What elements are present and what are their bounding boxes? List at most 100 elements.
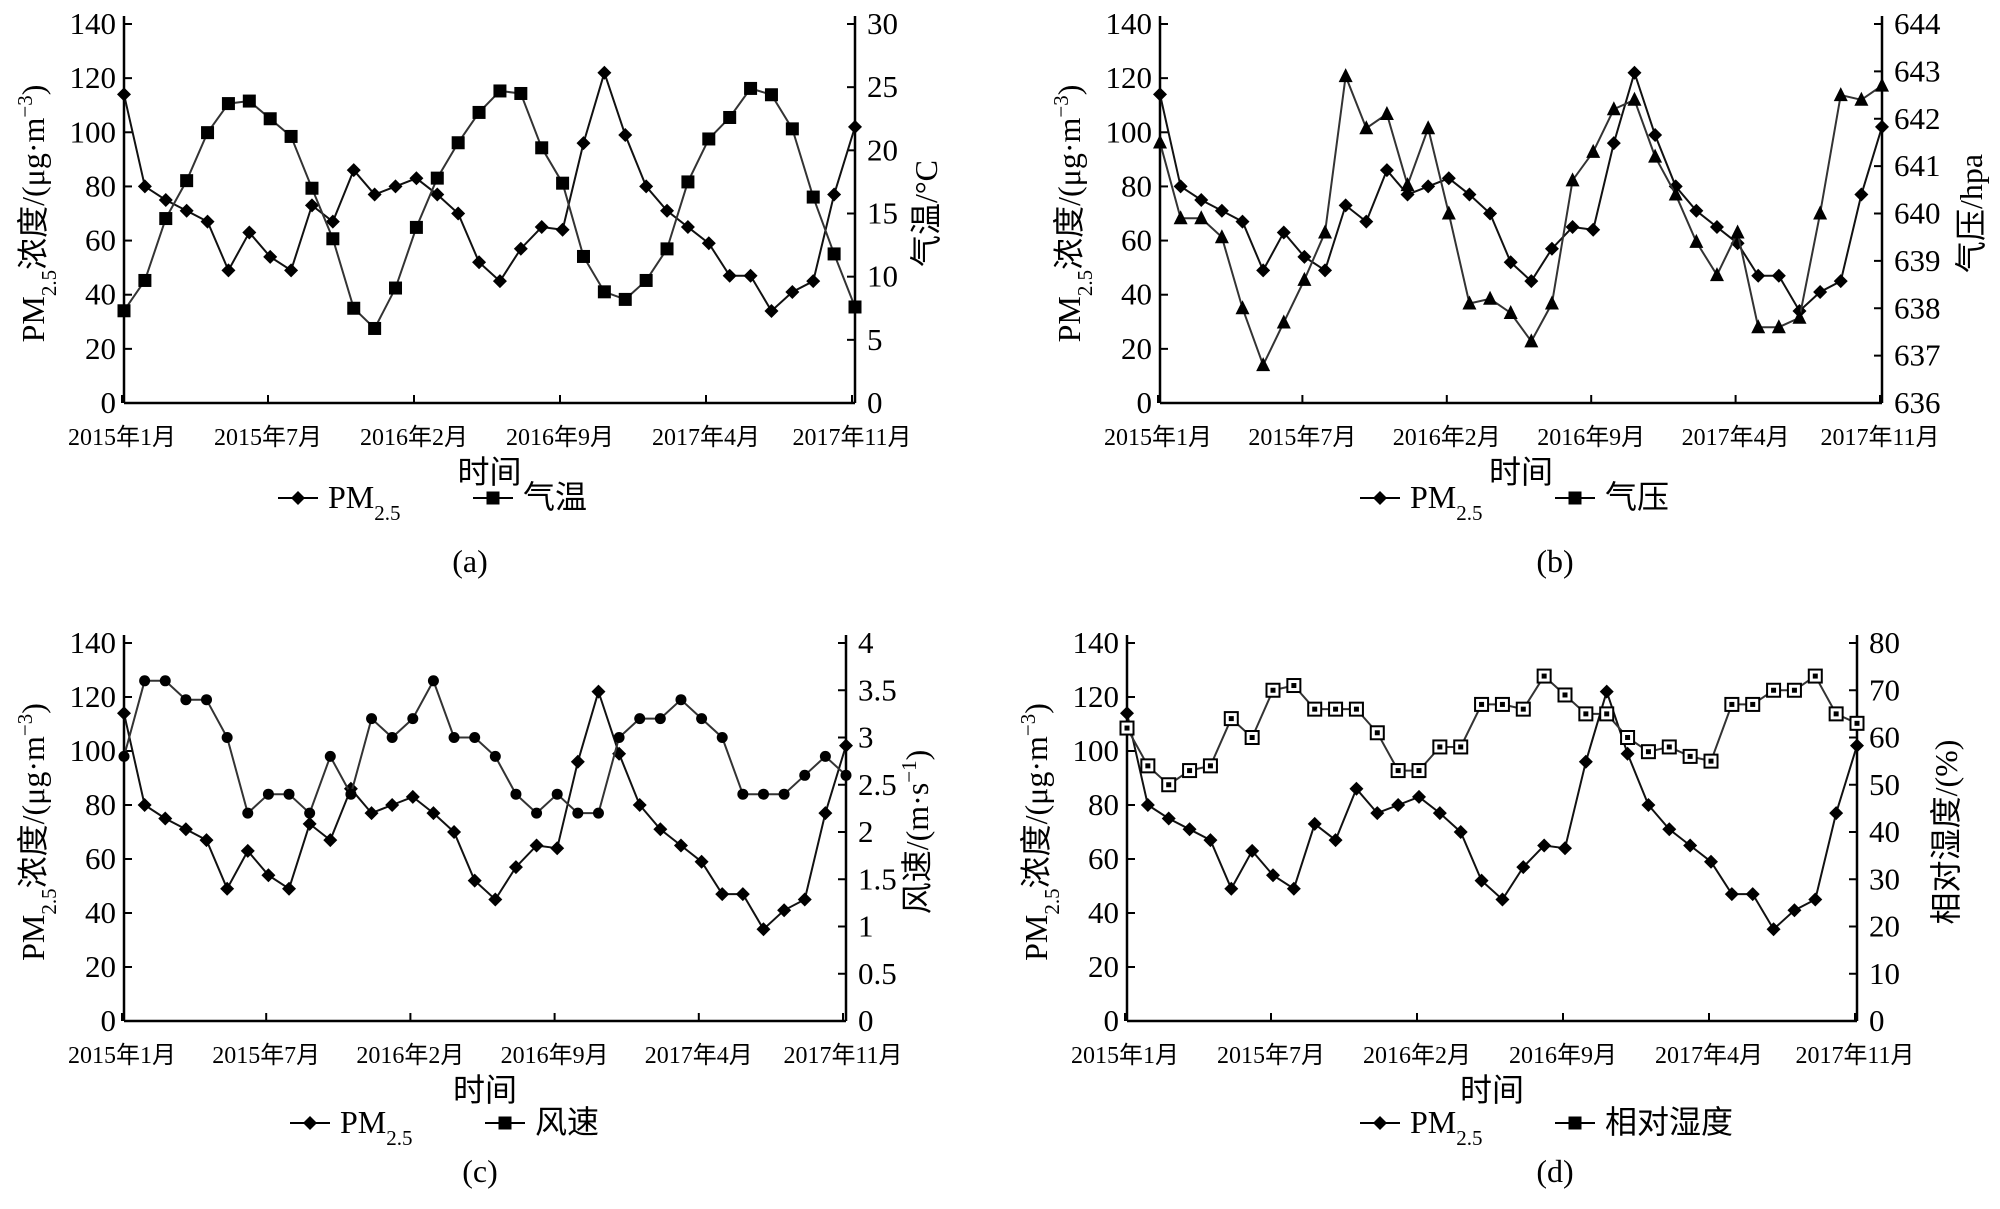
left-axis-title-part: −3	[1016, 714, 1040, 736]
x-axis-title: 时间	[1489, 454, 1553, 490]
legend-marker	[1568, 1116, 1582, 1130]
series-point-meteo	[1503, 304, 1518, 319]
left-tick-label: 40	[1088, 895, 1119, 930]
right-tick-label: 30	[1869, 861, 1900, 896]
series-point-meteo	[1730, 224, 1745, 239]
series-point-pm25	[1161, 811, 1176, 826]
series-point-pm25	[1379, 163, 1394, 178]
series-point-meteo	[1214, 229, 1229, 244]
series-point-meteo	[1235, 300, 1250, 315]
series-point-pm25	[304, 198, 319, 213]
right-axis-title-part: −1	[897, 760, 921, 782]
series-point-meteo	[556, 176, 570, 190]
left-axis-title: PM2.5浓度/(μg·m−3)	[13, 85, 61, 343]
series-point-pm25	[367, 187, 382, 202]
series-point-meteo-center	[1562, 692, 1568, 698]
series-point-pm25	[1586, 222, 1601, 237]
series-point-pm25	[1875, 119, 1889, 134]
series-point-meteo	[1256, 357, 1271, 372]
series-point-pm25	[200, 214, 215, 229]
series-point-pm25	[1709, 220, 1724, 235]
series-point-meteo	[262, 788, 274, 800]
right-tick-label: 10	[1869, 956, 1900, 991]
series-point-pm25	[282, 881, 297, 896]
left-tick-label: 120	[70, 60, 117, 95]
series-point-meteo-center	[1687, 753, 1693, 759]
right-tick-label: 5	[867, 322, 883, 357]
series-point-meteo	[757, 788, 769, 800]
series-point-meteo	[1854, 91, 1869, 106]
series-point-meteo-center	[1374, 730, 1380, 736]
series-point-meteo	[639, 273, 653, 287]
series-point-meteo	[221, 732, 233, 743]
series-point-pm25	[302, 816, 317, 831]
panel-caption: (c)	[462, 1153, 498, 1189]
series-point-pm25	[550, 841, 565, 856]
left-tick-label: 140	[70, 6, 117, 41]
panel-caption: (b)	[1536, 543, 1573, 579]
x-tick-label: 2017年4月	[1655, 1042, 1763, 1069]
series-point-meteo	[1400, 177, 1415, 192]
series-point-meteo	[764, 88, 778, 102]
left-tick-label: 140	[1073, 625, 1120, 660]
series-point-meteo	[451, 136, 465, 150]
left-tick-label: 0	[1137, 385, 1153, 420]
series-point-meteo	[535, 141, 549, 155]
series-point-pm25	[1245, 843, 1260, 858]
series-point-meteo-center	[1353, 706, 1359, 712]
series-point-pm25	[653, 822, 668, 837]
series-point-pm25	[1297, 249, 1312, 264]
right-tick-label: 639	[1894, 243, 1941, 278]
series-point-pm25	[743, 268, 758, 283]
legend-marker	[303, 1116, 317, 1130]
right-tick-label: 2	[858, 814, 874, 849]
x-tick-label: 2017年11月	[1820, 424, 1939, 451]
series-point-pm25	[1833, 274, 1848, 289]
series-point-meteo-center	[1249, 735, 1255, 740]
series-point-meteo	[305, 181, 319, 195]
legend-marker	[1373, 1116, 1387, 1130]
left-tick-label: 20	[1088, 949, 1119, 984]
series-point-meteo	[242, 807, 254, 819]
series-point-pm25	[785, 285, 800, 300]
series-point-pm25	[1787, 903, 1802, 918]
series-point-pm25	[1359, 214, 1374, 229]
left-axis-title-part: 浓度/(μg·m	[1018, 736, 1054, 888]
chart-panel-3: 0 20 40 60 80 100 120 140 0 0.5 1 1.5 2 2.5 3 3.5 4 2015年…	[13, 625, 935, 1189]
series-point-meteo	[180, 694, 192, 706]
legend-marker	[1568, 491, 1582, 505]
series-point-pm25	[827, 187, 842, 202]
series-point-meteo	[427, 675, 439, 687]
chart-panel-2: 0 20 40 60 80 100 120 140 636 637 638 639 640 641 642 6…	[1049, 6, 1989, 579]
series-point-pm25	[673, 838, 688, 853]
panel-caption: (a)	[452, 543, 488, 579]
right-tick-label: 15	[867, 196, 898, 231]
series-point-pm25	[1578, 754, 1593, 769]
series-point-meteo	[1751, 319, 1766, 334]
x-tick-label: 2017年11月	[783, 1042, 902, 1069]
right-tick-label: 0	[858, 1003, 874, 1038]
x-tick-label: 2017年11月	[1795, 1042, 1914, 1069]
right-axis-title-part: 相对湿度/(%)	[1928, 740, 1964, 925]
series-point-pm25	[364, 806, 379, 821]
series-point-pm25	[848, 119, 862, 134]
series-point-meteo	[716, 732, 728, 743]
chart-panel-1: 0 20 40 60 80 100 120 140 0 5 10 15 20 25 30 2015年1月 201…	[13, 6, 944, 579]
series-point-pm25	[680, 220, 695, 235]
series-point-pm25	[1235, 214, 1250, 229]
legend-label-text: PM	[328, 479, 374, 515]
left-axis-title-part: PM	[15, 915, 51, 961]
legend-marker	[486, 491, 500, 505]
x-tick-label: 2015年7月	[1248, 424, 1356, 451]
series-point-meteo	[592, 807, 604, 819]
x-tick-label: 2016年9月	[1509, 1042, 1617, 1069]
right-tick-label: 636	[1894, 385, 1941, 420]
legend-label-text: 气压	[1605, 479, 1669, 515]
x-tick-label: 2015年1月	[1071, 1042, 1179, 1069]
series-point-pm25	[1140, 798, 1155, 812]
series-point-pm25	[534, 220, 549, 235]
series-point-pm25	[488, 892, 503, 907]
series-point-pm25	[1662, 822, 1677, 837]
series-point-meteo	[696, 713, 708, 725]
right-axis-title-part: 风速/(m·s	[899, 783, 935, 915]
